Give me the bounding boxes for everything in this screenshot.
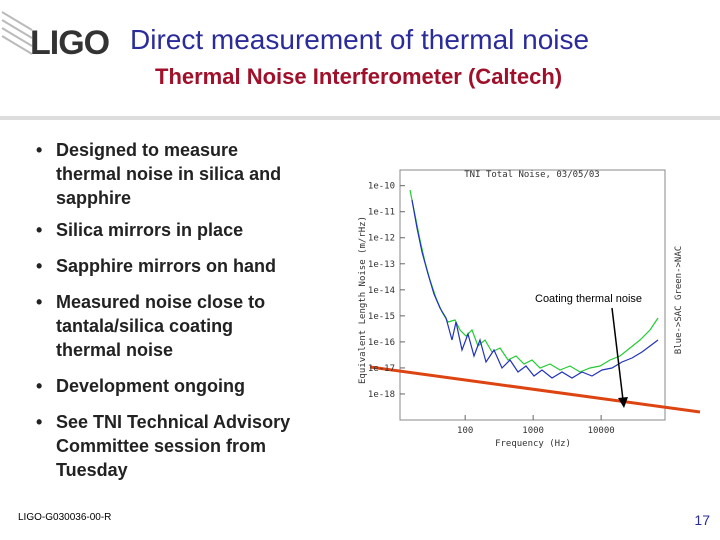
title: Direct measurement of thermal noise bbox=[130, 24, 590, 55]
bullet-text: See TNI Technical Advisory bbox=[56, 412, 291, 432]
bullet-text: Tuesday bbox=[56, 460, 128, 480]
subtitle: Thermal Noise Interferometer (Caltech) bbox=[155, 64, 563, 89]
bullet: • Sapphire mirrors on hand bbox=[36, 254, 276, 278]
y-tick-label: 1e-18 bbox=[368, 390, 395, 400]
coating-noise-line bbox=[369, 365, 701, 414]
bullet-text: Silica mirrors in place bbox=[56, 220, 244, 240]
legend: Blue->SAC Green->NAC bbox=[674, 246, 684, 354]
bullet: • Silica mirrors in place bbox=[36, 218, 243, 242]
y-tick-label: 1e-11 bbox=[368, 208, 395, 218]
bullet: • Development ongoing bbox=[36, 374, 245, 398]
noise-trace-blue bbox=[411, 199, 659, 379]
y-tick-label: 1e-10 bbox=[368, 182, 395, 192]
x-axis-label: Frequency (Hz) bbox=[495, 439, 571, 449]
bullet-text: Designed to measure bbox=[56, 140, 239, 160]
bullet-dot: • bbox=[36, 376, 43, 396]
logo: LIGO bbox=[30, 24, 110, 62]
y-tick-label: 1e-14 bbox=[368, 286, 395, 296]
bullet-text: sapphire bbox=[56, 188, 132, 208]
bullet-text: Committee session from bbox=[56, 436, 267, 456]
y-tick-label: 1e-13 bbox=[368, 260, 395, 270]
y-axis-label: Equivalent Length Noise (m/rHz) bbox=[358, 216, 368, 384]
annotation: Coating thermal noise bbox=[535, 293, 642, 305]
annotation-box bbox=[530, 289, 655, 307]
logo-stripes bbox=[1, 11, 33, 55]
bullet-dot: • bbox=[36, 256, 43, 276]
rule bbox=[0, 116, 720, 120]
plot-title: TNI Total Noise, 03/05/03 bbox=[464, 170, 599, 180]
bullet-dot: • bbox=[36, 140, 43, 160]
x-tick-label: 10000 bbox=[588, 426, 615, 436]
bullet: • Measured noise close to tantala/silica c… bbox=[36, 290, 265, 362]
bullet-text: thermal noise bbox=[56, 340, 174, 360]
x-tick-label: 100 bbox=[457, 426, 473, 436]
bullet-text: Development ongoing bbox=[56, 376, 245, 396]
bullet-dot: • bbox=[36, 220, 43, 240]
arrow bbox=[611, 307, 624, 401]
x-tick-label: 1000 bbox=[522, 426, 544, 436]
bullet: • Designed to measure thermal noise in sil… bbox=[36, 138, 281, 210]
doc-id: LIGO-G030036-00-R bbox=[18, 512, 112, 523]
bullet-dot: • bbox=[36, 412, 43, 432]
bullet-dot: • bbox=[36, 292, 43, 312]
y-tick-label: 1e-12 bbox=[368, 234, 395, 244]
bullet-text: Measured noise close to bbox=[56, 292, 266, 312]
page-number: 17 bbox=[694, 512, 710, 528]
arrow-head bbox=[618, 397, 628, 408]
y-tick-label: 1e-15 bbox=[368, 312, 395, 322]
bullet-text: tantala/silica coating bbox=[56, 316, 234, 336]
y-tick-label: 1e-17 bbox=[368, 364, 395, 374]
bullet: • See TNI Technical Advisory Committee ses… bbox=[36, 410, 290, 482]
y-tick-label: 1e-16 bbox=[368, 338, 395, 348]
bullet-text: thermal noise in silica and bbox=[56, 164, 282, 184]
bullet-text: Sapphire mirrors on hand bbox=[56, 256, 277, 276]
